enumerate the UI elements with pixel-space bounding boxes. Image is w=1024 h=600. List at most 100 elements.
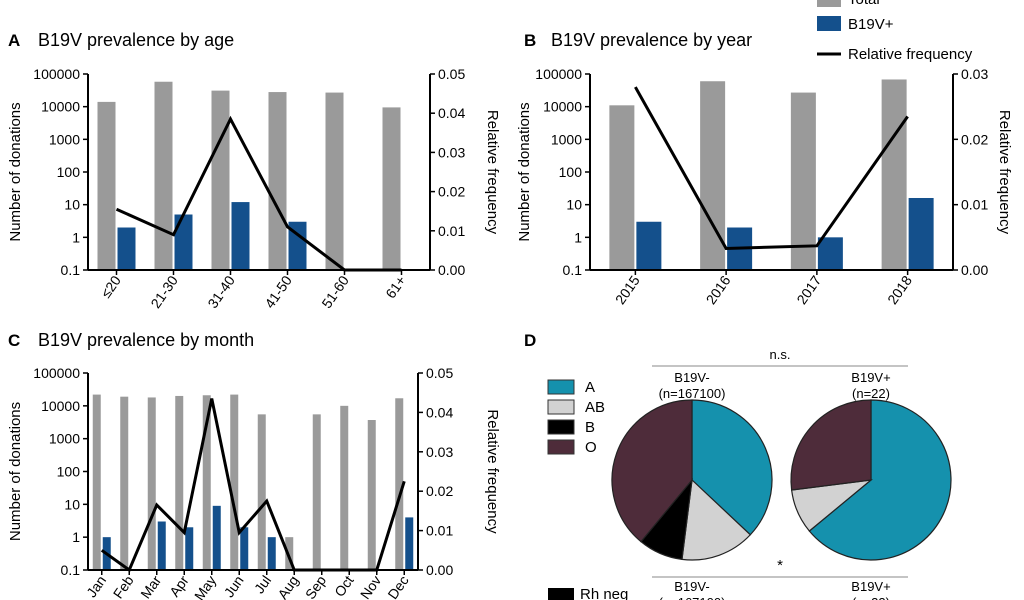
pie-n-label-2: (n=22) bbox=[852, 595, 890, 600]
x-tick-label: May bbox=[191, 573, 219, 600]
bar-total bbox=[92, 394, 101, 570]
y2-tick-label: 0.03 bbox=[961, 66, 988, 82]
y-tick-label: 1 bbox=[72, 529, 80, 545]
y2-tick-label: 0.05 bbox=[438, 66, 465, 82]
relative-frequency-line bbox=[634, 86, 909, 250]
y-tick-label: 10000 bbox=[41, 398, 80, 414]
bar-total bbox=[367, 420, 376, 570]
pie-slice-a bbox=[808, 399, 952, 561]
pie-group-label-2: B19V+ bbox=[851, 579, 890, 594]
bar-b19v-positive bbox=[231, 202, 250, 270]
legend-swatch-a bbox=[547, 379, 575, 395]
y-tick-label: 1000 bbox=[551, 131, 582, 147]
legend-swatch-o bbox=[547, 439, 575, 455]
x-tick-label: Dec bbox=[384, 573, 411, 600]
bar-b19v-positive bbox=[185, 527, 194, 570]
bar-total bbox=[97, 101, 116, 270]
bar-b19v-positive bbox=[267, 537, 276, 570]
panel-a-letter: A bbox=[8, 31, 20, 50]
relative-frequency-line bbox=[115, 115, 402, 272]
x-tick-label: 61+ bbox=[382, 273, 409, 302]
pie-slice-a bbox=[691, 399, 773, 536]
panel-b-letter: B bbox=[524, 31, 536, 50]
y2-tick-label: 0.00 bbox=[961, 262, 988, 278]
y2-axis-title: Relative frequency bbox=[484, 409, 501, 534]
panel-c-title: B19V prevalence by month bbox=[38, 330, 254, 350]
y-tick-label: 100 bbox=[57, 464, 81, 480]
bar-b19v-positive bbox=[240, 527, 249, 570]
chart-panel-b: 100000 10000 1000 100 10 1 0.1 0.03 0.02 0.01 0.00… bbox=[516, 66, 1013, 307]
y-tick-label: 100 bbox=[559, 164, 583, 180]
y-tick-label: 1000 bbox=[49, 131, 80, 147]
legend-label-b: B bbox=[585, 419, 595, 436]
legend-label-ab: AB bbox=[585, 399, 605, 416]
x-tick-label: Oct bbox=[331, 572, 357, 599]
x-tick-label: ≤20 bbox=[98, 272, 125, 300]
y2-tick-label: 0.04 bbox=[438, 105, 465, 121]
y2-tick-label: 0.01 bbox=[426, 523, 453, 539]
legend-swatch-b bbox=[547, 419, 575, 435]
x-tick-label: Sep bbox=[302, 572, 330, 600]
bar-b19v-positive bbox=[288, 221, 307, 270]
y2-tick-label: 0.03 bbox=[426, 444, 453, 460]
y-tick-label: 100000 bbox=[535, 66, 582, 82]
legend-relfreq-label: Relative frequency bbox=[848, 46, 973, 63]
x-tick-label: Jan bbox=[83, 573, 109, 600]
legend-swatch-rh-neg bbox=[548, 588, 574, 600]
legend-top: Total B19V+ Relative frequency bbox=[817, 0, 973, 63]
bar-b19v-positive bbox=[405, 517, 414, 570]
bar-total bbox=[175, 395, 184, 570]
y2-tick-label: 0.04 bbox=[426, 404, 453, 420]
y2-tick-label: 0.02 bbox=[961, 131, 988, 147]
pie-n-label: (n=22) bbox=[852, 386, 890, 401]
y2-axis-title: Relative frequency bbox=[484, 110, 501, 235]
chart-panel-a: 100000 10000 1000 100 10 1 0.1 0.05 0.04 0.03 0.02… bbox=[7, 66, 501, 311]
y-tick-label: 1000 bbox=[49, 431, 80, 447]
y-tick-label: 100 bbox=[57, 164, 81, 180]
y-tick-label: 0.1 bbox=[61, 562, 81, 578]
bar-total bbox=[120, 396, 129, 570]
y-axis-title: Number of donations bbox=[7, 102, 24, 241]
y2-tick-label: 0.03 bbox=[438, 144, 465, 160]
x-tick-label: Apr bbox=[166, 572, 192, 599]
x-tick-label: Mar bbox=[137, 572, 164, 600]
x-tick-label: Feb bbox=[110, 572, 137, 600]
y-tick-label: 10 bbox=[566, 197, 582, 213]
pie-slice-o bbox=[790, 399, 872, 491]
y-tick-label: 10000 bbox=[543, 99, 582, 115]
bar-total bbox=[230, 394, 239, 570]
bar-total bbox=[202, 395, 211, 570]
bar-total bbox=[147, 397, 156, 570]
pie-group-label-2: B19V- bbox=[674, 579, 709, 594]
bar-total bbox=[790, 92, 816, 271]
significance-label: n.s. bbox=[770, 347, 791, 362]
bar-total bbox=[312, 414, 321, 570]
panel-d-letter: D bbox=[524, 331, 536, 350]
relative-frequency-line bbox=[100, 398, 406, 573]
bar-b19v-positive bbox=[117, 227, 136, 270]
panel-b-title: B19V prevalence by year bbox=[551, 30, 752, 50]
y2-axis-title: Relative frequency bbox=[996, 110, 1013, 235]
bar-total bbox=[268, 92, 287, 270]
y-axis-title: Number of donations bbox=[7, 402, 24, 541]
pie-n-label: (n=167100) bbox=[659, 386, 726, 401]
x-tick-label: Jul bbox=[251, 573, 274, 597]
bar-b19v-positive bbox=[636, 221, 662, 270]
x-tick-label: Nov bbox=[357, 573, 384, 600]
significance-star: * bbox=[777, 557, 783, 574]
x-tick-label: 2018 bbox=[884, 272, 915, 307]
bar-total bbox=[154, 81, 173, 270]
bar-b19v-positive bbox=[908, 197, 934, 270]
legend-total-swatch bbox=[817, 0, 841, 7]
y-tick-label: 0.1 bbox=[61, 262, 81, 278]
y-tick-label: 1 bbox=[72, 229, 80, 245]
legend-label-o: O bbox=[585, 439, 597, 456]
y2-tick-label: 0.00 bbox=[438, 262, 465, 278]
y-tick-label: 1 bbox=[574, 229, 582, 245]
legend-total-label: Total bbox=[848, 0, 880, 8]
bar-total bbox=[257, 414, 266, 570]
bar-total bbox=[325, 92, 344, 271]
bar-total bbox=[340, 405, 349, 570]
x-tick-label: 51-60 bbox=[318, 272, 352, 311]
